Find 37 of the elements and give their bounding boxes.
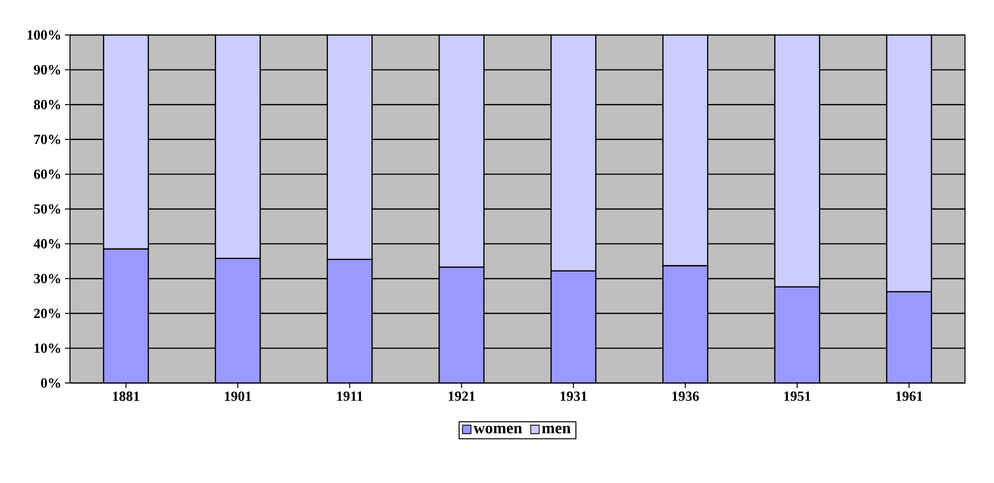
- y-tick-label: 0%: [41, 378, 60, 388]
- x-tick-label: 1881: [113, 392, 140, 401]
- y-tick-label: 20%: [34, 308, 60, 318]
- bar: [102, 34, 149, 250]
- x-tick-label: 1911: [337, 392, 363, 401]
- bar: [550, 270, 596, 383]
- bar: [438, 34, 485, 268]
- y-tick-label: 90%: [34, 65, 60, 75]
- y-tick-label: 80%: [34, 100, 60, 110]
- x-tick-label: 1931: [560, 392, 587, 401]
- legend-label: men: [542, 426, 571, 434]
- bar: [774, 286, 820, 383]
- bar: [102, 248, 149, 383]
- x-tick-label: 1921: [448, 392, 475, 401]
- x-tick-label: 1936: [672, 392, 699, 401]
- legend-label: women: [473, 426, 522, 434]
- y-tick-label: 30%: [34, 274, 60, 284]
- x-tick-label: 1961: [896, 392, 922, 401]
- bar: [886, 291, 932, 383]
- bar: [662, 265, 708, 383]
- bar: [326, 34, 373, 260]
- x-tick-label: 1951: [784, 392, 810, 401]
- y-tick-label: 40%: [34, 239, 60, 249]
- bar: [438, 266, 485, 383]
- y-tick-label: 50%: [34, 204, 60, 214]
- bar: [662, 34, 708, 266]
- bar: [774, 34, 820, 288]
- y-tick-label: 60%: [34, 169, 60, 179]
- y-tick-label: 100%: [28, 30, 60, 40]
- x-tick-label: 1901: [224, 392, 252, 401]
- bar: [214, 258, 261, 383]
- y-tick-label: 70%: [34, 134, 60, 144]
- bar: [326, 258, 373, 383]
- bar: [886, 34, 932, 292]
- y-tick-label: 10%: [34, 343, 60, 353]
- bar: [214, 34, 261, 260]
- bar: [550, 34, 596, 272]
